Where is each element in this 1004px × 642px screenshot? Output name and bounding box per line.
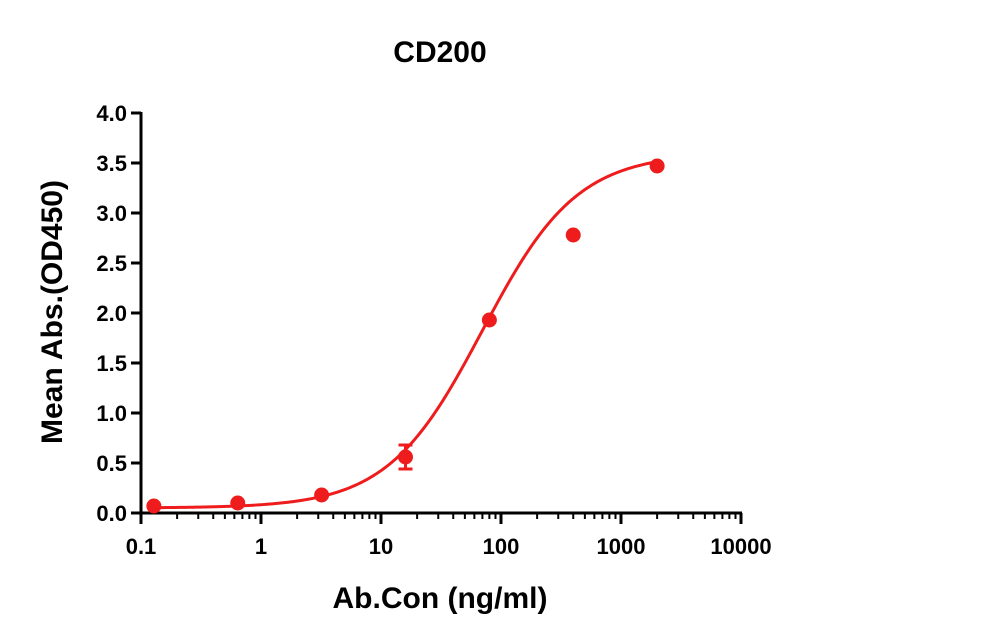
data-point	[397, 449, 413, 465]
y-tick-label: 3.0	[96, 201, 127, 226]
y-tick-label: 1.5	[96, 351, 127, 376]
y-tick-label: 0.0	[96, 501, 127, 526]
ticks: 0.0 0.5 1.0 1.5 2.0 2.5 3.0 3.5 4.0 0.1 1 10 100 1000…	[96, 101, 771, 559]
x-tick-label: 1000	[597, 534, 646, 559]
y-tick-label: 4.0	[96, 101, 127, 126]
data-points	[146, 158, 665, 514]
y-tick-label: 2.5	[96, 251, 127, 276]
x-tick-label: 10	[369, 534, 393, 559]
y-tick-label: 0.5	[96, 451, 127, 476]
x-tick-label: 10000	[710, 534, 771, 559]
data-point	[649, 158, 665, 174]
y-tick-label: 3.5	[96, 151, 127, 176]
data-point	[146, 498, 162, 514]
x-tick-label: 100	[483, 534, 520, 559]
chart-title: CD200	[393, 36, 486, 69]
data-point	[314, 487, 330, 503]
x-tick-label: 1	[255, 534, 267, 559]
y-axis-label: Mean Abs.(OD450)	[36, 180, 69, 444]
y-tick-label: 1.0	[96, 401, 127, 426]
data-point	[565, 227, 581, 243]
data-point	[481, 312, 497, 328]
data-point	[230, 495, 246, 511]
x-tick-label: 0.1	[126, 534, 157, 559]
x-axis-label: Ab.Con (ng/ml)	[333, 582, 548, 615]
y-tick-label: 2.0	[96, 301, 127, 326]
axes	[139, 112, 742, 515]
